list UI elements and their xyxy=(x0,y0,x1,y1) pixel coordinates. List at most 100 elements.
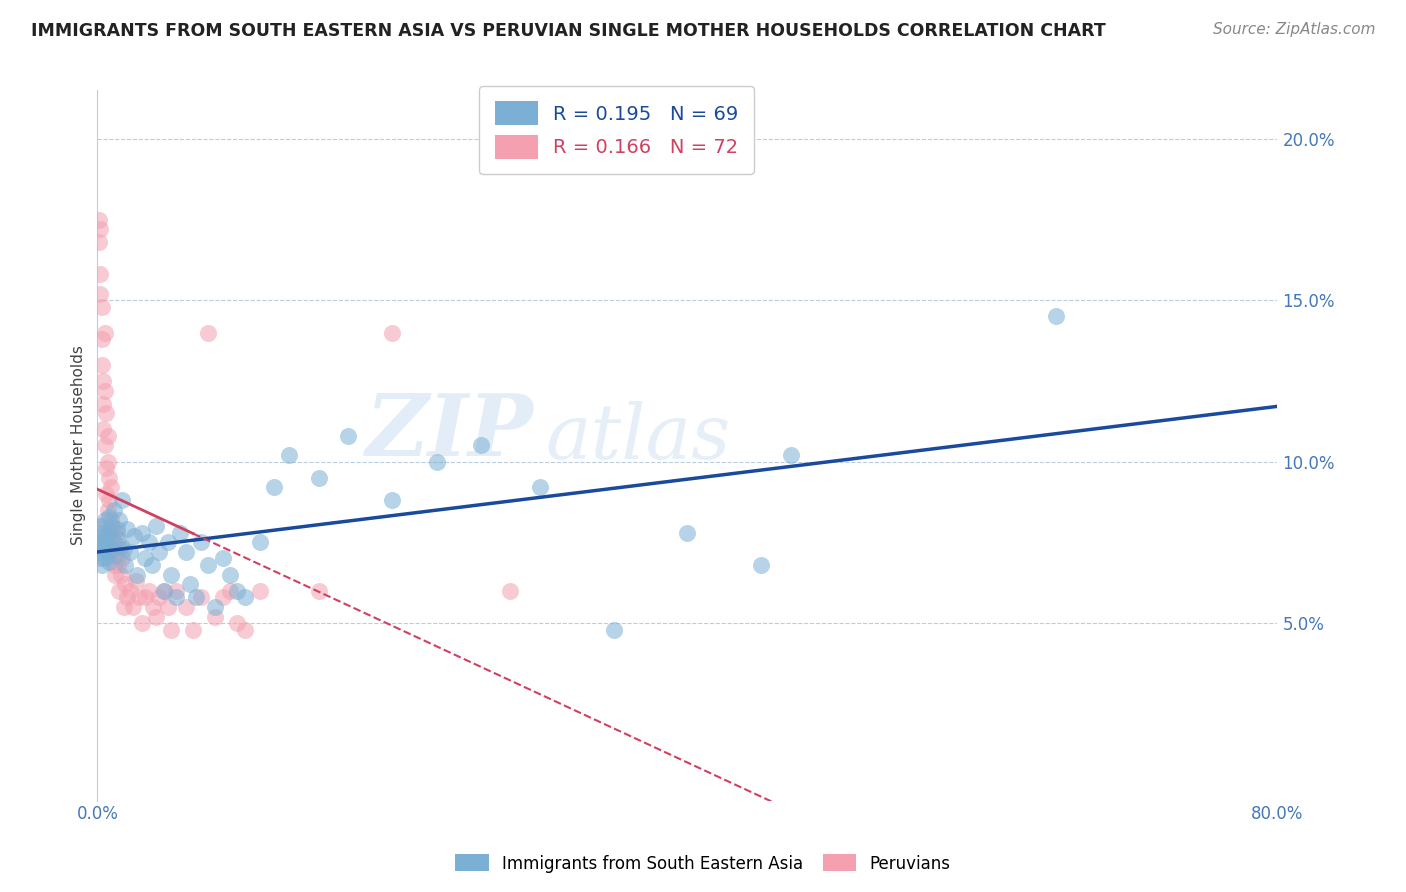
Point xyxy=(197,326,219,340)
Point xyxy=(103,503,125,517)
Point xyxy=(96,406,118,420)
Y-axis label: Single Mother Households: Single Mother Households xyxy=(72,345,86,545)
Point xyxy=(226,583,249,598)
Point xyxy=(104,548,127,562)
Point xyxy=(91,422,114,436)
Point xyxy=(98,525,121,540)
Point xyxy=(107,558,129,572)
Point xyxy=(160,623,183,637)
Point xyxy=(104,545,127,559)
Point xyxy=(97,455,120,469)
Point xyxy=(152,583,174,598)
Point xyxy=(90,358,112,372)
Point xyxy=(141,558,163,572)
Point xyxy=(128,591,150,605)
Point xyxy=(101,519,124,533)
Point xyxy=(98,509,121,524)
Point xyxy=(107,532,129,546)
Point xyxy=(233,591,256,605)
Point xyxy=(499,583,522,598)
Point xyxy=(112,599,135,614)
Point xyxy=(165,591,187,605)
Point xyxy=(96,539,118,553)
Point xyxy=(110,539,132,553)
Text: atlas: atlas xyxy=(546,401,731,475)
Point xyxy=(249,535,271,549)
Point xyxy=(211,591,233,605)
Point xyxy=(426,455,449,469)
Point xyxy=(111,493,134,508)
Point xyxy=(108,513,131,527)
Point xyxy=(87,212,110,227)
Point xyxy=(91,529,114,543)
Point xyxy=(111,551,134,566)
Point xyxy=(148,545,170,559)
Point xyxy=(100,513,122,527)
Point xyxy=(105,551,128,566)
Point xyxy=(308,583,330,598)
Text: ZIP: ZIP xyxy=(366,390,534,473)
Legend: Immigrants from South Eastern Asia, Peruvians: Immigrants from South Eastern Asia, Peru… xyxy=(449,847,957,880)
Point xyxy=(529,480,551,494)
Point xyxy=(90,535,112,549)
Point xyxy=(219,583,242,598)
Point xyxy=(108,541,131,556)
Point xyxy=(114,558,136,572)
Point xyxy=(125,574,148,588)
Point xyxy=(98,471,121,485)
Point xyxy=(263,480,285,494)
Point xyxy=(87,535,110,549)
Point xyxy=(470,438,492,452)
Point xyxy=(93,438,115,452)
Point xyxy=(89,525,111,540)
Point xyxy=(233,623,256,637)
Point xyxy=(103,535,125,549)
Point xyxy=(197,558,219,572)
Point xyxy=(87,519,110,533)
Point xyxy=(104,567,127,582)
Point xyxy=(160,567,183,582)
Point xyxy=(138,583,160,598)
Point xyxy=(211,551,233,566)
Point xyxy=(602,623,624,637)
Point xyxy=(174,599,197,614)
Text: IMMIGRANTS FROM SOUTH EASTERN ASIA VS PERUVIAN SINGLE MOTHER HOUSEHOLDS CORRELAT: IMMIGRANTS FROM SOUTH EASTERN ASIA VS PE… xyxy=(31,22,1105,40)
Point xyxy=(100,535,122,549)
Point xyxy=(115,591,138,605)
Point xyxy=(97,503,120,517)
Point xyxy=(278,448,301,462)
Point xyxy=(145,609,167,624)
Point xyxy=(110,567,132,582)
Point xyxy=(749,558,772,572)
Point xyxy=(97,525,120,540)
Point xyxy=(89,268,111,282)
Point xyxy=(101,545,124,559)
Point xyxy=(118,583,141,598)
Point xyxy=(114,577,136,591)
Point xyxy=(93,513,115,527)
Point xyxy=(100,480,122,494)
Point xyxy=(96,461,118,475)
Point xyxy=(101,529,124,543)
Point xyxy=(190,591,212,605)
Point xyxy=(96,532,118,546)
Point xyxy=(779,448,801,462)
Point xyxy=(174,545,197,559)
Point xyxy=(381,326,404,340)
Point xyxy=(98,555,121,569)
Point xyxy=(105,525,128,540)
Point xyxy=(97,545,120,559)
Point xyxy=(90,332,112,346)
Point xyxy=(142,599,165,614)
Point xyxy=(93,384,115,398)
Point xyxy=(112,541,135,556)
Point xyxy=(100,519,122,533)
Point xyxy=(226,615,249,630)
Point xyxy=(101,541,124,556)
Point xyxy=(108,583,131,598)
Point xyxy=(145,519,167,533)
Point xyxy=(101,523,124,537)
Point xyxy=(676,525,699,540)
Point xyxy=(337,429,360,443)
Point xyxy=(204,599,226,614)
